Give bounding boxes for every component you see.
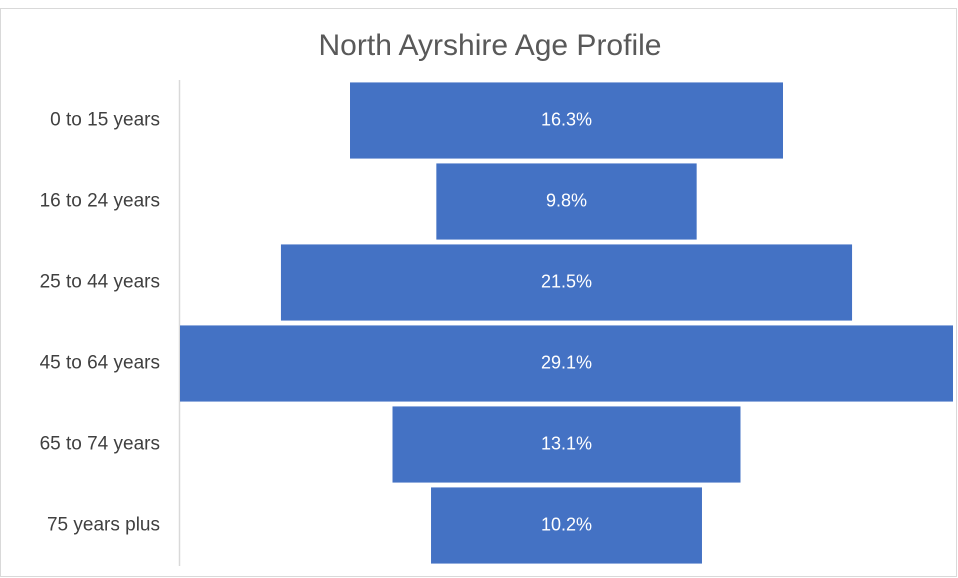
category-label: 25 to 44 years bbox=[40, 272, 160, 293]
value-label: 29.1% bbox=[541, 352, 592, 372]
bar bbox=[280, 244, 853, 321]
bar bbox=[431, 487, 702, 564]
category-label: 75 years plus bbox=[47, 515, 160, 536]
value-label: 21.5% bbox=[541, 271, 592, 291]
category-label: 45 to 64 years bbox=[40, 353, 160, 374]
bar bbox=[180, 325, 953, 402]
category-label: 65 to 74 years bbox=[40, 434, 160, 455]
bar bbox=[392, 406, 741, 483]
category-label: 0 to 15 years bbox=[50, 110, 160, 131]
category-label: 16 to 24 years bbox=[40, 191, 160, 212]
chart-title: North Ayrshire Age Profile bbox=[319, 29, 662, 62]
bar bbox=[350, 82, 783, 159]
value-label: 10.2% bbox=[541, 514, 592, 534]
bar bbox=[436, 163, 697, 240]
value-label: 16.3% bbox=[541, 109, 592, 129]
value-label: 9.8% bbox=[546, 190, 587, 210]
value-label: 13.1% bbox=[541, 433, 592, 453]
